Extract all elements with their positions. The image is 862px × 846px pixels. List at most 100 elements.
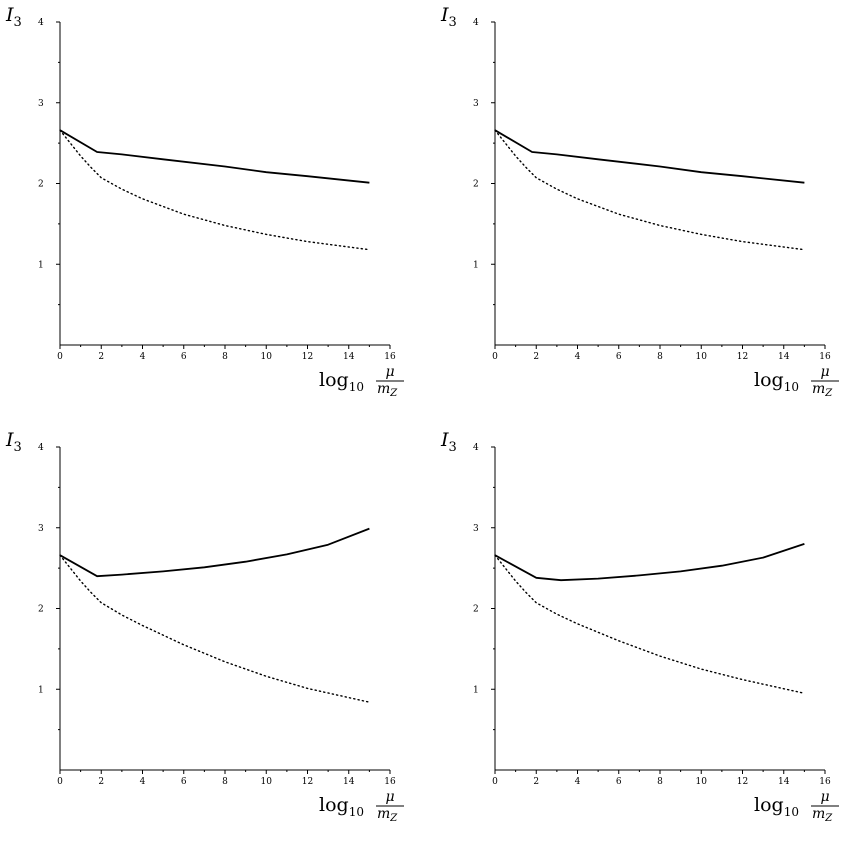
x-tick-label: 2 [98,352,104,362]
x-tick-label: 6 [181,352,187,362]
y-tick-label: 3 [473,524,479,534]
series-line-solid [59,527,370,578]
x-label-den-subscript: Z [824,813,833,824]
x-label-log: log [319,369,349,391]
x-tick-label: 8 [657,777,663,787]
x-tick-label: 12 [302,352,313,362]
x-tick-label: 6 [181,777,187,787]
x-tick-label: 16 [819,352,831,362]
x-label-denominator: mZ [812,806,833,824]
y-tick-label: 4 [38,18,44,28]
y-tick-label: 1 [473,685,479,695]
x-tick-label: 8 [657,352,663,362]
x-tick-label: 6 [616,777,622,787]
x-tick-label: 8 [222,777,228,787]
x-tick-label: 14 [343,777,355,787]
series-line-solid [494,543,805,582]
x-label-denominator: mZ [377,806,398,824]
x-tick-label: 12 [302,777,313,787]
y-axis-label: I3 [5,4,22,30]
series-line-dotted [59,129,371,251]
y-tick-label: 3 [38,99,44,109]
series-line-dotted [494,554,806,694]
y-axis-label: I3 [5,429,22,455]
x-label-numerator: μ [385,364,394,380]
x-label-log: log [754,794,784,816]
y-tick-label: 4 [38,443,44,453]
x-tick-label: 14 [343,352,355,362]
x-tick-label: 2 [533,777,539,787]
y-tick-label: 1 [38,685,44,695]
y-label-base: I [440,4,449,26]
x-tick-label: 12 [737,352,748,362]
x-axis-label-log: log10 [319,794,364,819]
x-label-log-subscript: 10 [784,805,799,819]
series-line-dotted [59,554,371,703]
x-tick-label: 16 [819,777,831,787]
x-label-numerator: μ [385,789,394,805]
x-tick-label: 2 [98,777,104,787]
series-line-solid [494,129,805,184]
x-tick-label: 8 [222,352,228,362]
x-tick-label: 4 [575,352,581,362]
x-label-den-subscript: Z [824,388,833,399]
y-label-base: I [440,429,449,451]
x-tick-label: 14 [778,777,790,787]
x-axis-label-log: log10 [319,369,364,394]
y-label-base: I [5,429,14,451]
x-tick-label: 0 [57,352,63,362]
x-tick-label: 4 [140,777,146,787]
x-tick-label: 10 [261,352,273,362]
x-label-den-base: m [812,806,825,822]
x-tick-label: 0 [492,352,498,362]
x-label-log-subscript: 10 [349,805,364,819]
x-label-numerator: μ [820,789,829,805]
y-tick-label: 2 [38,605,44,615]
y-tick-label: 1 [38,260,44,270]
y-tick-label: 2 [38,180,44,190]
x-tick-label: 4 [575,777,581,787]
y-label-subscript: 3 [14,15,22,30]
y-label-subscript: 3 [449,440,457,455]
x-tick-label: 12 [737,777,748,787]
y-tick-label: 2 [473,605,479,615]
x-label-den-subscript: Z [389,388,398,399]
x-tick-label: 6 [616,352,622,362]
y-tick-label: 1 [473,260,479,270]
x-tick-label: 16 [384,352,396,362]
x-tick-label: 10 [696,352,708,362]
x-tick-label: 10 [696,777,708,787]
y-label-subscript: 3 [14,440,22,455]
x-label-den-base: m [812,381,825,397]
x-tick-label: 0 [57,777,63,787]
x-label-den-subscript: Z [389,813,398,824]
y-label-base: I [5,4,14,26]
x-label-log-subscript: 10 [784,380,799,394]
y-label-subscript: 3 [449,15,457,30]
x-tick-label: 4 [140,352,146,362]
y-tick-label: 3 [473,99,479,109]
x-label-denominator: mZ [812,381,833,399]
x-axis-label-log: log10 [754,794,799,819]
x-tick-label: 14 [778,352,790,362]
y-tick-label: 3 [38,524,44,534]
x-tick-label: 2 [533,352,539,362]
x-axis-label-log: log10 [754,369,799,394]
y-tick-label: 2 [473,180,479,190]
x-label-log-subscript: 10 [349,380,364,394]
y-axis-label: I3 [440,429,457,455]
x-label-log: log [754,369,784,391]
x-label-numerator: μ [820,364,829,380]
series-line-dotted [494,129,806,251]
y-tick-label: 4 [473,443,479,453]
y-tick-label: 4 [473,18,479,28]
x-tick-label: 16 [384,777,396,787]
x-label-denominator: mZ [377,381,398,399]
x-label-log: log [319,794,349,816]
x-tick-label: 0 [492,777,498,787]
series-line-solid [59,129,370,184]
x-label-den-base: m [377,806,390,822]
